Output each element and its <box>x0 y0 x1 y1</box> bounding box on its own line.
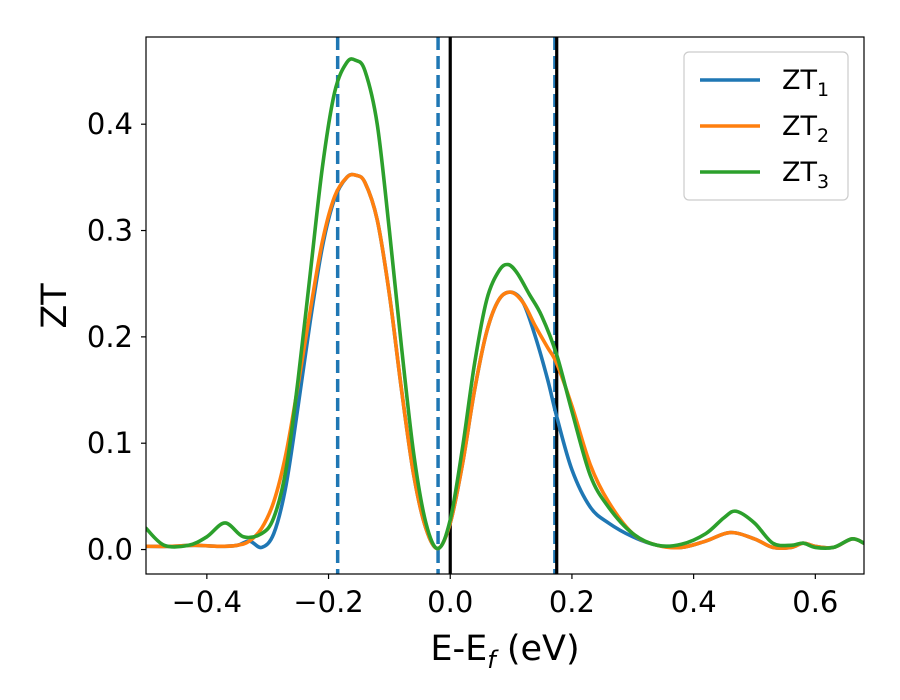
x-axis-label: E-Ef (eV) <box>430 629 579 674</box>
reference-lines <box>335 37 559 574</box>
x-tick-label: 0.2 <box>549 585 595 619</box>
x-axis-ticks: −0.4 −0.2 0.0 0.2 0.4 0.6 <box>172 574 838 619</box>
legend-label-zt3: ZT3 <box>782 157 829 193</box>
x-tick-label: 0.0 <box>427 585 473 619</box>
x-tick-label: 0.4 <box>671 585 717 619</box>
legend: ZT1 ZT2 ZT3 <box>683 51 849 201</box>
x-tick-label: −0.2 <box>293 585 363 619</box>
x-axis-label-main: E-E <box>430 629 487 669</box>
legend-box <box>683 51 849 201</box>
y-axis-ticks: 0.0 0.1 0.2 0.3 0.4 <box>87 107 146 567</box>
y-axis-label: ZT <box>35 283 75 329</box>
y-tick-label: 0.3 <box>87 214 133 248</box>
series-line-zt3 <box>146 57 864 551</box>
series-lines <box>146 57 864 551</box>
x-axis-label-unit: (eV) <box>496 629 580 669</box>
legend-label-zt1: ZT1 <box>782 65 829 101</box>
legend-label-zt2: ZT2 <box>782 111 829 147</box>
y-tick-label: 0.1 <box>87 426 133 460</box>
y-tick-label: 0.2 <box>87 320 133 354</box>
series-line-zt2 <box>146 172 864 551</box>
plot-area-frame <box>145 36 865 575</box>
y-tick-label: 0.0 <box>87 533 133 567</box>
x-tick-label: 0.6 <box>792 585 838 619</box>
x-tick-label: −0.4 <box>172 585 242 619</box>
y-tick-label: 0.4 <box>87 107 133 141</box>
